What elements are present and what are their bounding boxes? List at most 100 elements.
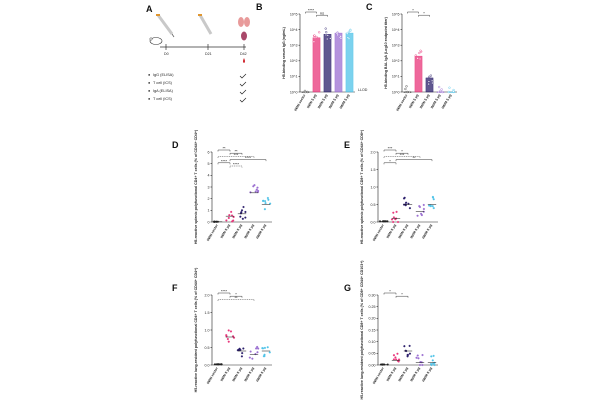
- y-tick-label: 2.0: [371, 150, 376, 154]
- y-tick-label: 10^0: [392, 90, 400, 94]
- data-point: [256, 351, 259, 354]
- data-point: [313, 34, 316, 37]
- y-tick-label: 10^5: [290, 12, 298, 16]
- data-point: [256, 186, 259, 189]
- data-point: [230, 210, 233, 213]
- significance-bracket: [217, 149, 231, 152]
- data-point: [394, 356, 397, 359]
- data-point: [452, 90, 455, 93]
- y-tick-label: 0.10: [369, 340, 376, 344]
- y-tick-label: 0.0: [371, 220, 376, 224]
- data-point: [254, 190, 257, 193]
- data-point: [416, 354, 419, 357]
- data-point: [414, 54, 417, 57]
- data-point: [441, 90, 444, 94]
- data-point: [251, 357, 254, 360]
- syringe-icon-d21: [198, 14, 213, 35]
- y-tick-label: 0.5: [205, 346, 210, 350]
- data-point: [263, 208, 266, 211]
- data-point: [335, 32, 339, 35]
- data-point: [228, 214, 231, 217]
- data-point: [416, 57, 419, 60]
- significance-label: *: [423, 11, 425, 16]
- y-tick-label: 0.20: [369, 317, 376, 321]
- data-point: [431, 205, 434, 208]
- significance-label: ****: [233, 162, 240, 167]
- data-point: [329, 37, 332, 40]
- x-tick-label: IM/IM 5 µg: [255, 224, 267, 240]
- data-point: [249, 350, 252, 353]
- data-point: [306, 90, 309, 94]
- significance-bracket: [418, 14, 430, 17]
- data-point: [392, 216, 395, 219]
- bar: [345, 32, 354, 93]
- data-point: [269, 202, 272, 205]
- significance-label: ****: [308, 8, 315, 13]
- y-tick-label: 5: [208, 162, 210, 166]
- data-point: [255, 347, 258, 350]
- data-point: [408, 207, 411, 210]
- bar: [436, 91, 445, 93]
- bar: [323, 34, 332, 93]
- panel-a: A D0 D21 D42 ● IgG (ELISA): [146, 4, 250, 103]
- data-point: [242, 347, 245, 350]
- y-tick-label: 6: [208, 150, 210, 154]
- y-tick-label: 0.25: [369, 305, 376, 309]
- significance-label: *: [389, 158, 391, 163]
- significance-label: **: [234, 149, 238, 154]
- data-point: [431, 81, 434, 85]
- significance-label: ****: [221, 158, 228, 163]
- significance-label: *: [235, 292, 237, 297]
- data-point: [346, 32, 349, 35]
- data-point: [418, 57, 422, 61]
- significance-label: **: [222, 146, 226, 151]
- data-point: [312, 40, 316, 43]
- data-point: [395, 210, 398, 213]
- data-point: [255, 188, 258, 191]
- data-point: [448, 86, 451, 89]
- data-point: [447, 90, 450, 94]
- significance-bracket: [217, 162, 231, 165]
- data-point: [432, 354, 435, 357]
- significance-bracket: [395, 295, 409, 298]
- data-point: [263, 346, 266, 349]
- data-point: [431, 359, 434, 362]
- y-tick-label: 0: [208, 220, 210, 224]
- lung-icon: [238, 17, 250, 27]
- significance-bracket: [383, 292, 397, 295]
- y-axis-label: H5-reactive lung-resident polyfunctional…: [194, 267, 198, 393]
- data-point: [257, 347, 260, 350]
- data-point: [226, 337, 229, 341]
- x-tick-label: IN/IN vector: [206, 223, 219, 242]
- data-point: [264, 202, 267, 205]
- data-point: [242, 205, 245, 209]
- y-axis-label: H5-binding BAL IgA (Log10 endpoint titer…: [384, 16, 388, 88]
- data-point: [422, 203, 425, 207]
- x-tick-label: IN/IN 5 µg: [220, 367, 231, 382]
- y-tick-label: 1.0: [205, 328, 210, 332]
- bar: [312, 37, 321, 93]
- x-tick-label: IN/IM 5 µg: [409, 367, 420, 383]
- significance-label: ****: [221, 289, 228, 294]
- data-point: [240, 211, 243, 214]
- lod-label: LLOD: [358, 88, 368, 92]
- panel-b-label: B: [256, 2, 263, 12]
- y-tick-label: 10^4: [392, 28, 400, 32]
- significance-label: *: [412, 8, 414, 13]
- data-point: [232, 219, 235, 222]
- data-point: [261, 347, 265, 350]
- significance-bracket: [383, 149, 397, 152]
- x-tick-label: IN/IN vector: [293, 93, 306, 112]
- timepoint-d21: D21: [205, 52, 212, 56]
- significance-bracket: [383, 162, 397, 165]
- data-point: [241, 217, 244, 220]
- y-tick-label: 0.0: [205, 363, 210, 367]
- significance-bracket: [383, 156, 421, 158]
- x-tick-label: IM/IN 5 µg: [397, 224, 408, 240]
- panel-d: D 0 1 2 3 4 5 6 H5-reactive splenic polyfunction…: [172, 129, 272, 244]
- y-tick-label: 0.5: [371, 203, 376, 207]
- legend-glyph-2: ●: [148, 81, 150, 85]
- significance-bracket: [407, 11, 419, 14]
- data-point: [266, 346, 269, 349]
- y-axis-label: H5-reactive splenic polyfunctional CD8+ …: [360, 129, 364, 244]
